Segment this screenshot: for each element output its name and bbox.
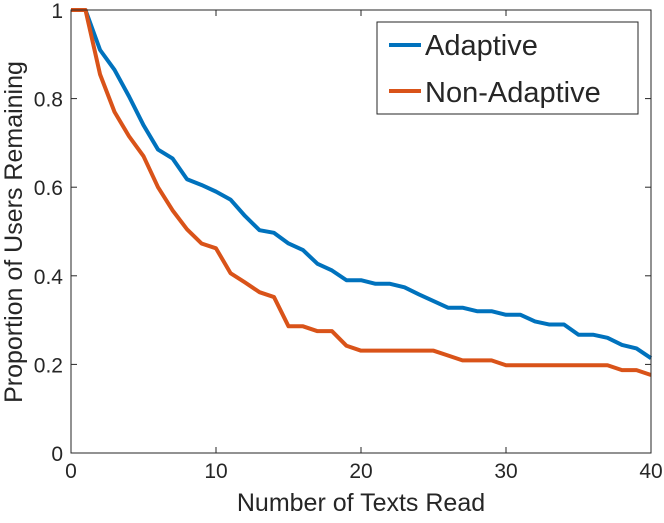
ticks-layer: 0 10 20 30 40 0 0.2 0.4 0.6 0.8 1 xyxy=(34,0,663,483)
legend-label-non-adaptive: Non-Adaptive xyxy=(425,77,601,109)
y-tick-label: 0.2 xyxy=(34,354,63,377)
x-tick-label: 10 xyxy=(204,460,227,483)
y-axis-label: Proportion of Users Remaining xyxy=(0,61,28,403)
y-tick-label: 1 xyxy=(51,0,63,23)
x-tick-label: 30 xyxy=(494,460,517,483)
legend-label-adaptive: Adaptive xyxy=(425,30,538,62)
y-tick-label: 0.6 xyxy=(34,177,63,200)
x-tick-label: 0 xyxy=(65,460,77,483)
legend: Adaptive Non-Adaptive xyxy=(376,21,639,115)
legend-box xyxy=(376,21,639,115)
y-tick-label: 0.4 xyxy=(34,266,64,289)
x-tick-label: 40 xyxy=(639,460,662,483)
series-line-adaptive xyxy=(71,8,653,360)
y-tick-label: 0.8 xyxy=(34,89,63,112)
y-tick-label: 0 xyxy=(51,443,63,466)
x-axis-label: Number of Texts Read xyxy=(237,489,485,517)
series-layer xyxy=(71,8,653,377)
x-tick-label: 20 xyxy=(349,460,372,483)
series-line-non-adaptive xyxy=(71,8,652,377)
